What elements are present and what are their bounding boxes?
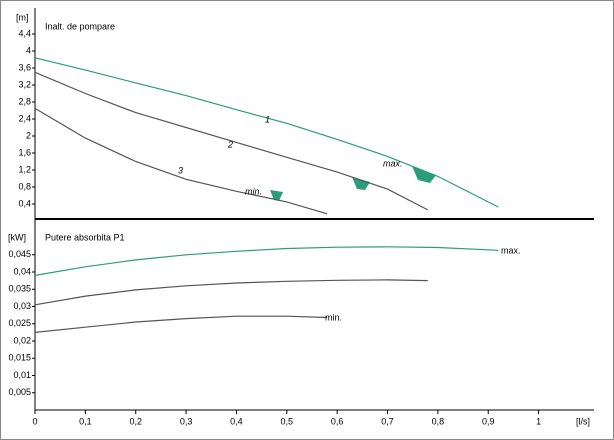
x-tick-label: 0,5: [281, 416, 294, 426]
y-tick-label: 2: [26, 130, 31, 140]
x-tick-label: 0,1: [79, 416, 92, 426]
curve-label: 1: [265, 114, 270, 124]
x-tick-label: 0,4: [230, 416, 243, 426]
x-tick-label: 0,7: [381, 416, 394, 426]
y-unit: [kW]: [8, 232, 26, 242]
x-tick-label: 1: [536, 416, 541, 426]
y-tick-label: 1,6: [18, 147, 31, 157]
operating-marker: [412, 166, 436, 183]
y-tick-label: 0,035: [8, 284, 31, 294]
y-tick-label: 0,04: [13, 266, 31, 276]
curve: [34, 279, 428, 306]
curve: [34, 57, 499, 208]
x-tick-label: 0,9: [482, 416, 495, 426]
x-tick-label: 0,8: [432, 416, 445, 426]
y-tick-label: 1,2: [18, 164, 31, 174]
operating-marker: [352, 177, 370, 190]
panel-title: Inalt. de pompare: [45, 21, 115, 31]
y-tick-label: 0,025: [8, 318, 31, 328]
y-unit: [m]: [16, 12, 29, 22]
panel-title: Putere absorbita P1: [45, 232, 125, 242]
y-tick-label: 0,02: [13, 335, 31, 345]
y-tick-label: 0,03: [13, 301, 31, 311]
x-tick-label: 0,2: [129, 416, 142, 426]
y-tick-label: 3,6: [18, 62, 31, 72]
curve: [34, 315, 328, 333]
curve-label: min.: [325, 312, 342, 322]
curve-label: min.: [245, 186, 262, 196]
curve: [34, 71, 429, 211]
curve: [34, 107, 328, 215]
y-tick-label: 0,045: [8, 249, 31, 259]
y-tick-label: 2,8: [18, 96, 31, 106]
x-tick-label: 0: [32, 416, 37, 426]
y-tick-label: 3,2: [18, 79, 31, 89]
y-tick-label: 0,005: [8, 387, 31, 397]
y-tick-label: 4: [26, 45, 31, 55]
x-tick-label: 0,6: [331, 416, 344, 426]
y-tick-label: 4,4: [18, 28, 31, 38]
curve-label: 3: [178, 165, 183, 175]
curve-label: 2: [227, 139, 233, 149]
y-tick-label: 2,4: [18, 113, 31, 123]
curve-label: max.: [383, 158, 403, 168]
y-tick-label: 0,015: [8, 353, 31, 363]
x-tick-label: 0,3: [180, 416, 193, 426]
curve: [34, 246, 499, 276]
x-unit: [l/s]: [576, 416, 590, 426]
y-tick-label: 0,4: [18, 198, 31, 208]
curve-label: max.: [501, 245, 521, 255]
y-tick-label: 0,01: [13, 370, 31, 380]
operating-marker: [270, 190, 283, 201]
y-tick-label: 0,8: [18, 181, 31, 191]
